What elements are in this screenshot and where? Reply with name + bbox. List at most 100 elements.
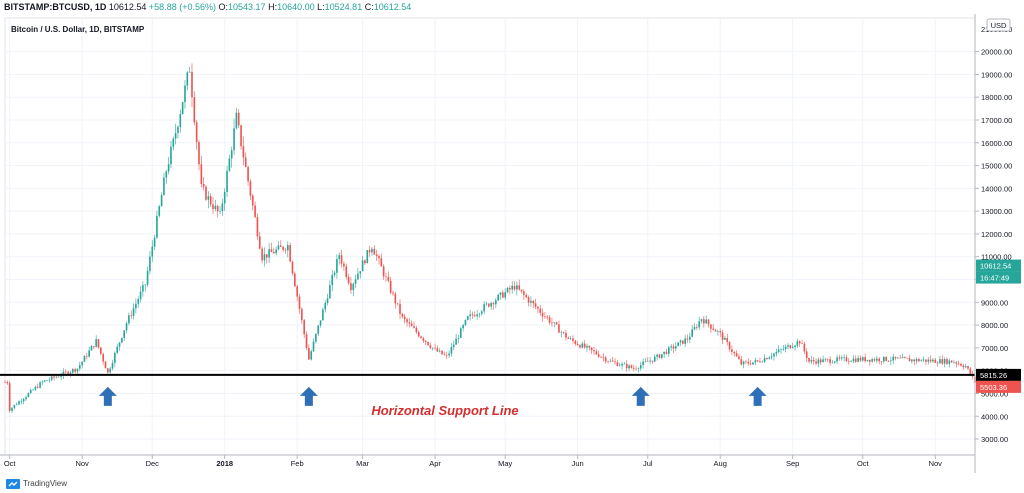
candle (499, 291, 502, 300)
candle (422, 336, 425, 344)
high-value: 10640.00 (277, 2, 315, 12)
close-label: C: (364, 2, 374, 12)
candle (483, 301, 485, 315)
candle (221, 198, 224, 216)
candle (242, 136, 245, 166)
candle (357, 268, 359, 280)
candle (85, 353, 88, 360)
candle (812, 357, 815, 365)
candle (97, 338, 100, 349)
y-tick-label: 5000.00 (981, 389, 1008, 398)
tradingview-brand[interactable]: TradingView (23, 479, 68, 488)
candle (392, 290, 394, 296)
candle (532, 300, 535, 309)
candle (826, 358, 829, 363)
x-tick-label: Oct (857, 459, 870, 468)
candle (270, 242, 273, 253)
candle (670, 343, 672, 352)
candle (588, 345, 591, 351)
candle (378, 253, 380, 265)
candle (181, 101, 184, 115)
candle (219, 206, 221, 215)
candle (251, 193, 254, 211)
candle (471, 311, 474, 319)
candle (857, 355, 859, 363)
candle (719, 328, 722, 338)
y-tick-label: 8000.00 (981, 321, 1008, 330)
candle (866, 359, 869, 362)
candle (308, 344, 310, 360)
candle (29, 388, 32, 394)
candle (960, 362, 962, 367)
candle (312, 338, 315, 353)
candle (366, 249, 369, 264)
candle (957, 360, 960, 366)
candle (745, 359, 747, 365)
tradingview-logo-icon (6, 479, 20, 489)
candle (859, 355, 862, 362)
candle (191, 63, 193, 108)
candle (385, 272, 387, 282)
candle (518, 279, 521, 291)
candle (207, 191, 210, 209)
y-tick-label: 17000.00 (981, 116, 1012, 125)
candle (539, 304, 542, 316)
candle (675, 341, 677, 352)
candle (48, 377, 51, 383)
candle (714, 328, 717, 332)
candle (448, 350, 450, 358)
candle (226, 165, 228, 197)
candle (296, 284, 298, 302)
candle (268, 243, 270, 263)
candle (118, 342, 121, 351)
open-label: O: (218, 2, 229, 12)
countdown-tag: 16:47:49 (980, 274, 1009, 283)
candle (740, 355, 743, 366)
candle (198, 139, 200, 171)
symbol-label[interactable]: BITSTAMP:BTCUSD, 1D (4, 2, 107, 12)
candle (810, 356, 813, 365)
candle (95, 335, 97, 348)
candle (904, 356, 906, 359)
candle (265, 254, 268, 264)
candle (658, 353, 661, 359)
candle (125, 321, 128, 334)
candle (630, 364, 633, 369)
candle (443, 351, 446, 356)
candle (359, 271, 362, 279)
candle (107, 368, 109, 374)
candle (838, 354, 841, 361)
candle (773, 352, 775, 361)
candle (953, 360, 955, 364)
candle (492, 301, 495, 310)
candle (899, 354, 902, 359)
candles (4, 63, 976, 414)
candle (22, 397, 25, 405)
y-axis: 3000.004000.005000.006000.007000.008000.… (974, 14, 1012, 473)
candle (338, 252, 341, 265)
candle (436, 345, 439, 353)
candle (240, 124, 242, 150)
candle (254, 201, 256, 218)
x-tick-label: Nov (75, 459, 89, 468)
candle (488, 302, 490, 308)
currency-label[interactable]: USD (991, 21, 1007, 30)
candle (212, 196, 214, 215)
candle (801, 340, 803, 344)
x-tick-label: Sep (786, 459, 799, 468)
candle (735, 350, 738, 357)
candle (6, 380, 9, 385)
y-tick-label: 15000.00 (981, 162, 1012, 171)
candle (116, 343, 119, 355)
candle (733, 350, 736, 357)
candle (616, 359, 619, 367)
candle (200, 155, 203, 188)
x-tick-label: Nov (929, 459, 943, 468)
candle (621, 361, 623, 370)
candle (188, 67, 191, 73)
support-arrows (98, 386, 767, 406)
currency-badge[interactable] (986, 18, 1011, 32)
candle (920, 359, 923, 362)
candle (354, 274, 357, 288)
